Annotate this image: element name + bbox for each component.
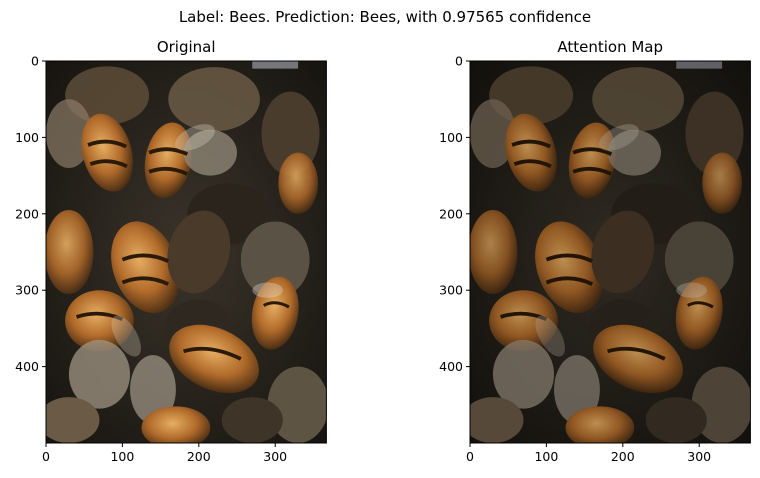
x-tick-label: 100: [110, 449, 134, 464]
attention-overlay: [470, 61, 751, 443]
image-original: [46, 61, 327, 443]
y-tick-label: 200: [439, 206, 463, 221]
x-tick-label: 100: [534, 449, 558, 464]
x-tick-label: 0: [466, 449, 474, 464]
axes-frame-attention-map: [469, 60, 751, 444]
y-tick-label: 0: [31, 54, 39, 69]
y-tick-label: 100: [15, 130, 39, 145]
axes-title-original: Original: [157, 38, 216, 56]
y-tick-label: 400: [439, 359, 463, 374]
x-tick-label: 200: [611, 449, 635, 464]
image-attention-map: [470, 61, 751, 443]
y-tick-label: 100: [439, 130, 463, 145]
y-tick-label: 0: [455, 54, 463, 69]
figure-suptitle: Label: Bees. Prediction: Bees, with 0.97…: [179, 8, 591, 26]
x-tick-label: 200: [187, 449, 211, 464]
axes-attention-map: Attention Map 0 100 200 300 0 100 200 300 400: [439, 38, 751, 464]
y-tick-label: 300: [15, 283, 39, 298]
axes-original: Original 0 100 200 300 0 100 200 300 400: [15, 38, 327, 464]
y-tick-label: 200: [15, 206, 39, 221]
y-tick-label: 400: [15, 359, 39, 374]
y-tick-label: 300: [439, 283, 463, 298]
axes-frame-original: [45, 60, 327, 444]
x-tick-label: 300: [687, 449, 711, 464]
x-tick-label: 300: [263, 449, 287, 464]
axes-title-attention-map: Attention Map: [557, 38, 663, 56]
x-tick-label: 0: [42, 449, 50, 464]
